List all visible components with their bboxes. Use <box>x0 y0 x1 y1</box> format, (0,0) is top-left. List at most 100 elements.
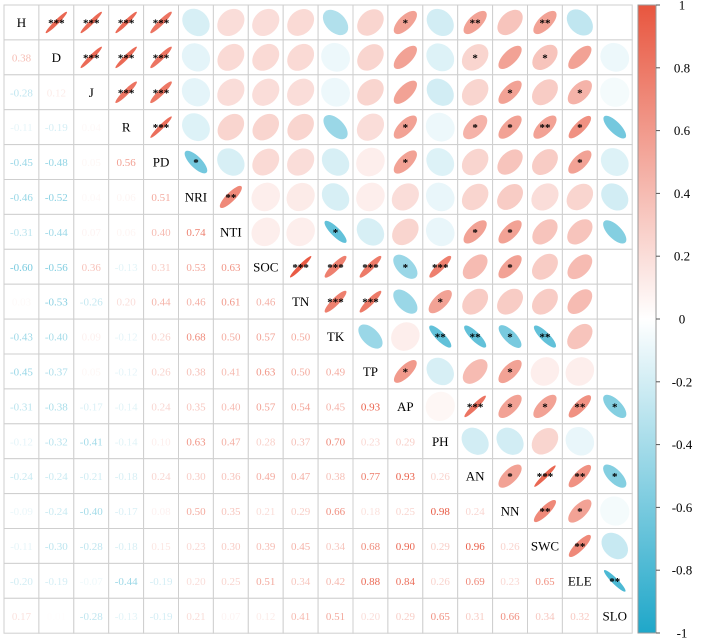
correlation-ellipse <box>252 148 280 176</box>
coefficient-label: -0.19 <box>150 576 173 588</box>
coefficient-label: 0.74 <box>186 227 206 239</box>
coefficient-label: 0.35 <box>186 401 206 413</box>
correlation-ellipse <box>600 148 629 176</box>
matrix-cell <box>422 528 459 564</box>
correlation-ellipse <box>356 182 385 212</box>
correlation-ellipse <box>426 43 455 72</box>
coefficient-label: 0.51 <box>256 576 275 588</box>
correlation-ellipse <box>80 46 102 69</box>
correlation-ellipse <box>150 11 172 34</box>
correlation-ellipse <box>603 220 627 244</box>
coefficient-label: 0.47 <box>221 436 241 448</box>
coefficient-label: -0.20 <box>10 576 33 588</box>
matrix-cell <box>108 597 145 634</box>
correlation-ellipse <box>600 496 630 526</box>
significance-stars: ** <box>574 471 586 483</box>
coefficient-label: -0.28 <box>10 87 33 99</box>
matrix-cell <box>352 597 389 634</box>
coefficient-label: 0.38 <box>12 52 32 64</box>
matrix-cell <box>73 248 110 285</box>
correlation-ellipse <box>428 290 452 314</box>
correlation-ellipse <box>286 217 315 247</box>
coefficient-label: -0.19 <box>45 122 68 134</box>
coefficient-label: 0.84 <box>396 576 416 588</box>
coefficient-label: 0.49 <box>256 471 276 483</box>
correlation-ellipse <box>357 78 384 106</box>
correlation-ellipse <box>322 9 349 36</box>
coefficient-label: 0.36 <box>82 262 102 274</box>
variable-label: ELE <box>568 573 592 588</box>
coefficient-label: 0.20 <box>186 576 206 588</box>
correlation-ellipse <box>251 217 281 247</box>
coefficient-label: -0.09 <box>10 506 33 518</box>
matrix-cell <box>38 353 75 390</box>
matrix-cell <box>38 458 75 495</box>
correlation-ellipse <box>426 78 454 106</box>
coefficient-label: 0.36 <box>221 471 241 483</box>
variable-label: H <box>17 15 26 30</box>
correlation-ellipse <box>532 44 558 71</box>
matrix-cell <box>422 597 459 634</box>
variable-label: SLO <box>602 608 627 623</box>
correlation-ellipse <box>530 357 560 386</box>
coefficient-label: 0.34 <box>326 541 346 553</box>
correlation-ellipse <box>568 464 592 488</box>
coefficient-label: -0.53 <box>45 297 68 309</box>
coefficient-label: 0.39 <box>256 541 276 553</box>
correlation-ellipse <box>429 255 452 278</box>
significance-stars: * <box>438 297 444 309</box>
variable-label: PD <box>153 155 170 170</box>
matrix-cell <box>73 74 110 111</box>
correlation-ellipse <box>532 253 558 280</box>
correlation-ellipse <box>603 464 627 488</box>
matrix-cell <box>108 248 145 285</box>
coefficient-label: 0.44 <box>151 297 171 309</box>
correlation-ellipse <box>287 78 315 106</box>
correlation-ellipse <box>498 464 522 488</box>
correlation-ellipse <box>565 357 595 386</box>
matrix-cell <box>422 458 459 495</box>
matrix-cell <box>143 597 180 634</box>
correlation-ellipse <box>181 78 211 107</box>
significance-stars: ** <box>574 401 586 413</box>
correlation-ellipse <box>568 395 592 418</box>
coefficient-label: 0.28 <box>256 436 276 448</box>
significance-stars: *** <box>153 17 170 29</box>
correlation-ellipse <box>181 43 211 72</box>
matrix-cell <box>352 423 389 460</box>
matrix-cell <box>492 562 529 599</box>
matrix-cell <box>73 458 110 495</box>
coefficient-label: 0.05 <box>82 366 102 378</box>
correlation-ellipse <box>324 255 347 278</box>
matrix-cell <box>38 283 75 320</box>
coefficient-label: 0.50 <box>186 506 206 518</box>
coefficient-label: 0.26 <box>151 332 171 344</box>
correlation-ellipse <box>356 147 385 177</box>
matrix-cell <box>247 528 284 564</box>
matrix-cell <box>108 423 145 460</box>
correlation-ellipse <box>393 289 418 314</box>
coefficient-label: 0.66 <box>326 506 346 518</box>
variable-label: TN <box>292 294 310 309</box>
correlation-ellipse <box>321 148 350 176</box>
matrix-cell <box>73 283 110 320</box>
coefficient-label: 0.51 <box>326 611 345 623</box>
correlation-ellipse <box>393 45 417 69</box>
coefficient-label: -0.46 <box>10 192 33 204</box>
significance-stars: ** <box>470 332 482 344</box>
coefficient-label: 0.63 <box>186 436 206 448</box>
correlation-ellipse <box>425 391 455 421</box>
variable-label: R <box>122 120 131 135</box>
correlation-ellipse <box>463 220 487 244</box>
correlation-ellipse <box>287 43 315 71</box>
coefficient-label: 0.04 <box>82 192 102 204</box>
correlation-ellipse <box>498 255 522 279</box>
significance-stars: * <box>542 401 548 413</box>
matrix-cell <box>387 528 424 564</box>
correlation-ellipse <box>531 183 559 211</box>
coefficient-label: 0.35 <box>221 506 241 518</box>
coefficient-label: -0.44 <box>45 227 68 239</box>
significance-stars: ** <box>435 332 447 344</box>
correlation-ellipse <box>462 254 488 280</box>
correlation-ellipse <box>462 288 489 315</box>
